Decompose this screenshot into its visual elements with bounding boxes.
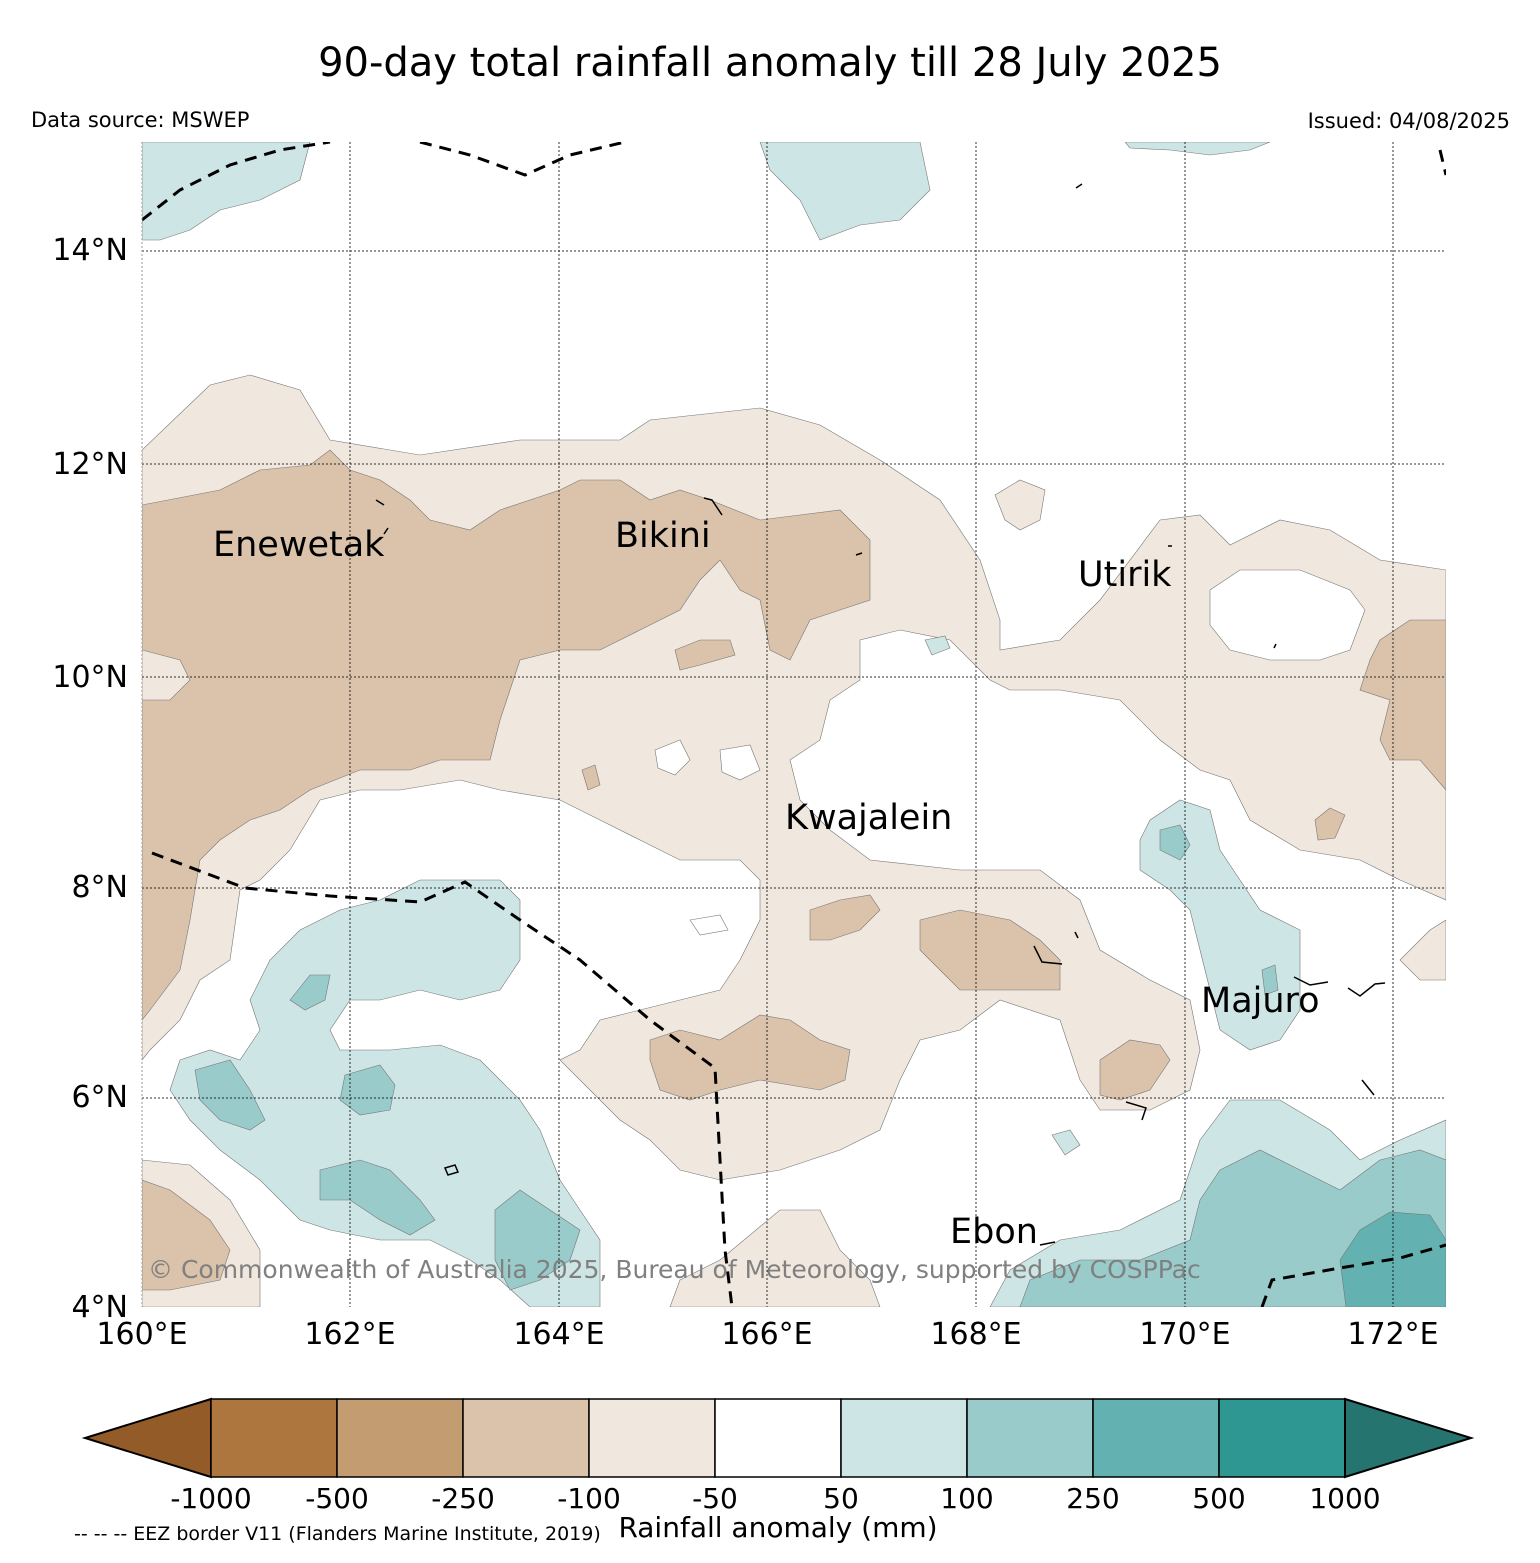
lon-label-170e: 170°E (1139, 1317, 1230, 1352)
graticule (142, 142, 1446, 1307)
colorbar-tick-label: 1000 (1309, 1482, 1380, 1515)
colorbar-swatch (966, 1398, 1094, 1478)
eez-border-note: -- -- -- EEZ border V11 (Flanders Marine… (74, 1523, 601, 1545)
contour-light-teal-majuro (1139, 799, 1301, 1051)
lat-label-6n: 6°N (71, 1080, 128, 1115)
colorbar-swatch (1218, 1398, 1346, 1478)
colorbar-tick-label: -50 (692, 1482, 738, 1515)
lon-label-166e: 166°E (721, 1317, 812, 1352)
lon-label-162e: 162°E (304, 1317, 395, 1352)
contour-tan-sw (142, 1179, 231, 1291)
contour-light-teal-n (142, 142, 311, 241)
colorbar-tick-label: -1000 (170, 1482, 251, 1515)
contour-white-hole-1 (1209, 569, 1366, 661)
place-label-utirik: Utirik (1078, 555, 1172, 595)
place-label-ebon: Ebon (950, 1212, 1038, 1252)
place-label-majuro: Majuro (1201, 981, 1320, 1021)
eez-borders (142, 142, 1446, 1307)
lon-label-168e: 168°E (930, 1317, 1021, 1352)
colorbar-tick-label: -100 (557, 1482, 621, 1515)
contour-teal-sw3 (319, 1159, 436, 1236)
colorbar-swatch (714, 1398, 842, 1478)
contour-light-tan-s (669, 1209, 881, 1307)
contour-light-teal-n2 (759, 142, 931, 241)
contour-teal-sw5 (289, 974, 331, 1011)
colorbar-swatch (840, 1398, 968, 1478)
contour-tan-small2 (1314, 807, 1346, 841)
contour-light-tan-e (1399, 919, 1446, 981)
contour-teal-majuro (1159, 824, 1191, 861)
contour-tan-small (674, 639, 736, 671)
issued-date: Issued: 04/08/2025 (1307, 109, 1510, 133)
contour-tan-e (1359, 619, 1446, 791)
colorbar-title: Rainfall anomaly (mm) (618, 1511, 938, 1544)
colorbar-tick-label: 500 (1192, 1482, 1245, 1515)
contour-light-tan-islet (994, 479, 1046, 531)
colorbar (81, 1397, 1475, 1479)
colorbar-swatch (588, 1398, 716, 1478)
contour-white-hole-4 (689, 914, 729, 936)
colorbar-tick-label: 250 (1066, 1482, 1119, 1515)
contour-teal-se (1019, 1149, 1446, 1307)
place-label-enewetak: Enewetak (213, 525, 385, 565)
contour-tan-mid2 (809, 894, 881, 941)
eez-border-north (142, 142, 331, 222)
place-label-kwajalein: Kwajalein (785, 798, 952, 838)
lon-label-160e: 160°E (96, 1317, 187, 1352)
map-title: 90-day total rainfall anomaly till 28 Ju… (318, 40, 1222, 86)
eez-border-south (151, 851, 734, 1307)
contour-teal-sw (194, 1059, 266, 1131)
contour-teal-majuro2 (1261, 964, 1279, 996)
colorbar-swatch (1092, 1398, 1220, 1478)
colorbar-tick-label: 50 (823, 1482, 859, 1515)
colorbar-tick-label: 100 (940, 1482, 993, 1515)
colorbar-tick-label: -500 (305, 1482, 369, 1515)
contour-white-hole-3 (719, 744, 761, 781)
contour-light-teal-small2 (1051, 1129, 1081, 1156)
eez-border-ne (1438, 149, 1446, 176)
colorbar-swatch (336, 1398, 464, 1478)
colorbar-arrow-high (1344, 1397, 1475, 1479)
copyright-notice: © Commonwealth of Australia 2025, Bureau… (148, 1255, 1201, 1284)
colorbar-swatch (210, 1398, 338, 1478)
lon-label-164e: 164°E (513, 1317, 604, 1352)
colorbar-arrow-low (81, 1397, 212, 1479)
lat-label-4n: 4°N (71, 1290, 128, 1325)
colorbar-tick-label: -250 (431, 1482, 495, 1515)
lat-label-10n: 10°N (52, 660, 128, 695)
colorbar-swatch (462, 1398, 590, 1478)
contour-light-teal-n3 (1124, 142, 1271, 156)
lat-label-12n: 12°N (52, 447, 128, 482)
contour-white-hole-2 (654, 739, 691, 776)
lat-label-14n: 14°N (52, 233, 128, 268)
lon-label-172e: 172°E (1347, 1317, 1438, 1352)
lat-label-8n: 8°N (71, 870, 128, 905)
contour-teal-sw2 (339, 1064, 396, 1116)
contour-teal-sw4 (494, 1189, 581, 1291)
data-source: Data source: MSWEP (31, 108, 250, 132)
place-label-bikini: Bikini (615, 516, 711, 556)
coastlines (375, 183, 1386, 1246)
contour-tan-mid3 (649, 1014, 851, 1101)
eez-border-north2 (419, 142, 626, 177)
contour-tan-mid (919, 909, 1061, 991)
contour-tan (142, 449, 871, 1021)
contour-light-teal-small (924, 635, 951, 656)
anomaly-contours (142, 142, 1446, 1307)
contour-tan-mid4 (1099, 1039, 1171, 1101)
contour-tan-small3 (581, 764, 601, 791)
